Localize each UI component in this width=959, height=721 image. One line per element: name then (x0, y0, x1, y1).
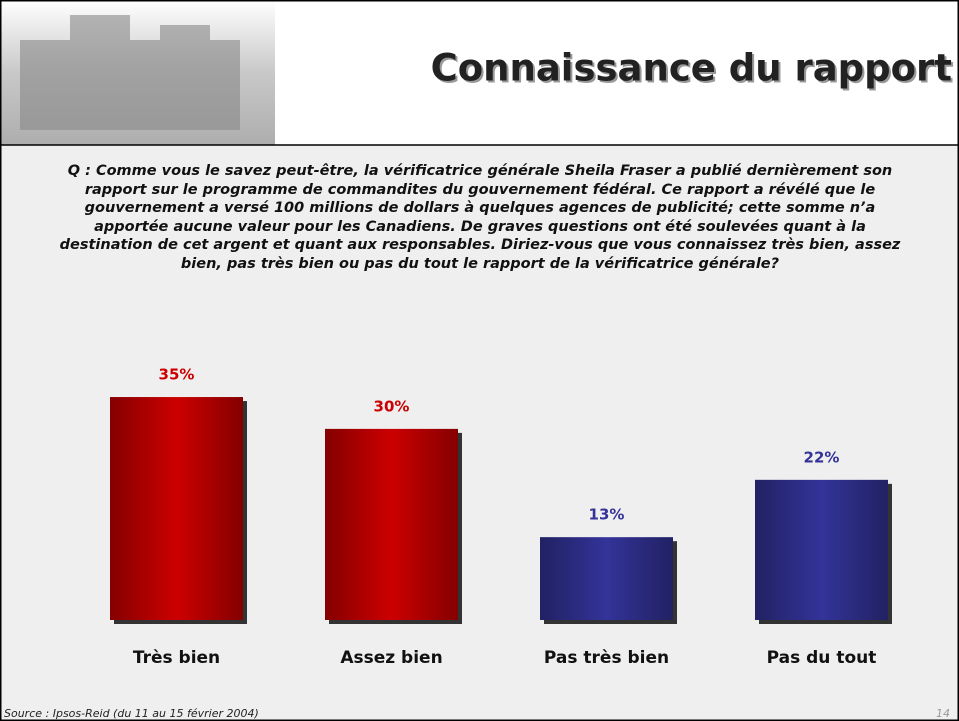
bar-shade (755, 479, 888, 620)
bar-shade (325, 428, 458, 620)
x-tick-label: Pas très bien (544, 648, 669, 668)
source: Source : Ipsos-Reid (du 11 au 15 février… (4, 707, 259, 720)
title-shadow: Connaissance du rapport (433, 49, 954, 92)
value-label: 35% (159, 366, 195, 384)
chart-title: Connaissance du rapport (431, 47, 952, 90)
bar-shade (540, 537, 673, 620)
question: Q : Comme vous le savez peut-être, la vé… (59, 163, 901, 272)
bar-shade (110, 397, 243, 620)
building-detail (20, 15, 240, 130)
value-label: 22% (804, 448, 840, 466)
value-label: 30% (374, 397, 410, 415)
x-tick-label: Très bien (133, 648, 220, 668)
value-label: 13% (589, 506, 625, 524)
x-tick-label: Pas du tout (767, 648, 877, 668)
page-number: 14 (936, 707, 950, 720)
x-tick-label: Assez bien (340, 648, 442, 668)
